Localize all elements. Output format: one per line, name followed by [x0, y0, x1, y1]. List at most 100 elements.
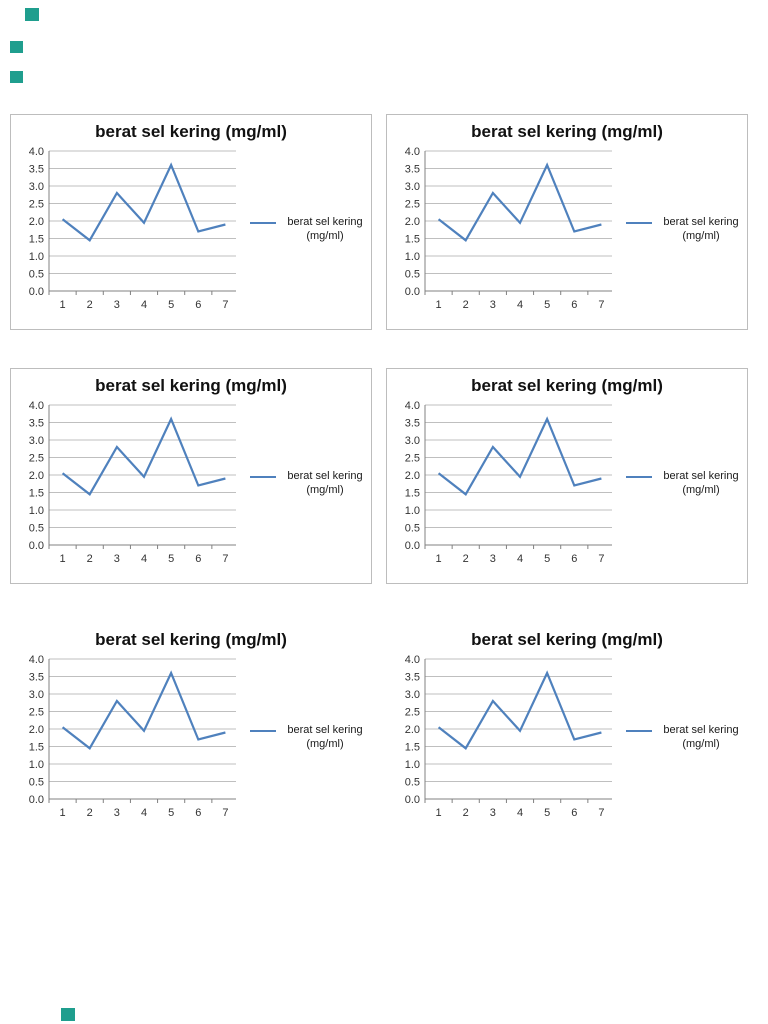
- svg-text:0.0: 0.0: [29, 794, 44, 806]
- svg-text:1: 1: [60, 553, 66, 565]
- svg-text:0.0: 0.0: [29, 286, 44, 298]
- svg-text:7: 7: [598, 299, 604, 311]
- svg-text:2: 2: [463, 807, 469, 819]
- chart-title: berat sel kering (mg/ml): [95, 122, 287, 141]
- svg-text:1.5: 1.5: [405, 488, 420, 500]
- chart-title: berat sel kering (mg/ml): [471, 630, 663, 649]
- svg-text:0.0: 0.0: [29, 540, 44, 552]
- svg-text:1: 1: [60, 299, 66, 311]
- svg-text:1.0: 1.0: [29, 505, 44, 517]
- legend-label: berat sel kering (mg/ml): [287, 724, 363, 750]
- svg-text:5: 5: [544, 807, 550, 819]
- svg-text:3: 3: [490, 553, 496, 565]
- chart-body: 4.0 3.5 3.0 2.5 2.0 1.5 1.0 0.5 0.0 1 2 3 4 5 6 7 berat…: [387, 145, 747, 325]
- svg-text:0.0: 0.0: [405, 540, 420, 552]
- legend-line-marker: [250, 730, 276, 732]
- legend: berat sel kering (mg/ml): [250, 469, 371, 497]
- legend: berat sel kering (mg/ml): [626, 215, 747, 243]
- svg-text:1.5: 1.5: [29, 742, 44, 754]
- svg-text:7: 7: [598, 553, 604, 565]
- svg-text:1: 1: [436, 807, 442, 819]
- svg-text:2: 2: [463, 553, 469, 565]
- svg-text:0.5: 0.5: [29, 777, 44, 789]
- svg-text:3.0: 3.0: [29, 181, 44, 193]
- legend: berat sel kering (mg/ml): [626, 723, 747, 751]
- svg-text:4: 4: [141, 299, 147, 311]
- svg-text:3.5: 3.5: [29, 418, 44, 430]
- svg-text:1: 1: [436, 553, 442, 565]
- plot-area: 4.0 3.5 3.0 2.5 2.0 1.5 1.0 0.5 0.0 1 2 3 4 5 6 7: [405, 654, 612, 819]
- svg-text:7: 7: [222, 807, 228, 819]
- svg-text:3.5: 3.5: [405, 164, 420, 176]
- svg-text:2: 2: [87, 807, 93, 819]
- chart-body: 4.0 3.5 3.0 2.5 2.0 1.5 1.0 0.5 0.0 1 2 3 4 5 6 7 berat…: [387, 653, 747, 833]
- line-chart-card: berat sel kering (mg/ml) 4.0 3.5 3.0 2.5 2.0…: [10, 368, 372, 584]
- legend-label: berat sel kering (mg/ml): [287, 470, 363, 496]
- svg-text:2.0: 2.0: [405, 216, 420, 228]
- svg-text:1.0: 1.0: [29, 759, 44, 771]
- plot-area: 4.0 3.5 3.0 2.5 2.0 1.5 1.0 0.5 0.0 1 2 3 4 5 6 7: [405, 400, 612, 565]
- chart-title: berat sel kering (mg/ml): [95, 376, 287, 395]
- svg-text:0.5: 0.5: [405, 523, 420, 535]
- svg-text:3.0: 3.0: [405, 181, 420, 193]
- svg-text:2.0: 2.0: [29, 724, 44, 736]
- svg-text:5: 5: [544, 299, 550, 311]
- svg-text:2.5: 2.5: [405, 453, 420, 465]
- legend-label: berat sel kering (mg/ml): [663, 216, 739, 242]
- line-chart-card: berat sel kering (mg/ml) 4.0 3.5 3.0 2.5 2.0…: [10, 622, 372, 838]
- svg-text:4.0: 4.0: [29, 146, 44, 158]
- svg-text:4.0: 4.0: [405, 400, 420, 412]
- svg-text:1: 1: [60, 807, 66, 819]
- svg-text:2.0: 2.0: [405, 724, 420, 736]
- svg-text:1.0: 1.0: [405, 251, 420, 263]
- svg-text:2.0: 2.0: [29, 470, 44, 482]
- svg-text:4.0: 4.0: [29, 400, 44, 412]
- svg-text:1.0: 1.0: [29, 251, 44, 263]
- svg-text:3.0: 3.0: [29, 435, 44, 447]
- svg-text:4: 4: [141, 807, 147, 819]
- chart-title: berat sel kering (mg/ml): [471, 122, 663, 141]
- svg-text:4.0: 4.0: [29, 654, 44, 666]
- svg-text:6: 6: [571, 807, 577, 819]
- legend-label: berat sel kering (mg/ml): [663, 470, 739, 496]
- svg-text:2: 2: [87, 553, 93, 565]
- svg-text:0.5: 0.5: [29, 523, 44, 535]
- svg-text:7: 7: [222, 299, 228, 311]
- line-chart-card: berat sel kering (mg/ml) 4.0 3.5 3.0 2.5 2.0…: [386, 368, 748, 584]
- svg-text:4: 4: [517, 299, 523, 311]
- svg-text:2.5: 2.5: [405, 199, 420, 211]
- svg-text:0.5: 0.5: [405, 777, 420, 789]
- teal-marker-icon: [10, 41, 23, 53]
- chart-body: 4.0 3.5 3.0 2.5 2.0 1.5 1.0 0.5 0.0 1 2 3 4 5 6 7 berat…: [11, 399, 371, 579]
- svg-text:2: 2: [463, 299, 469, 311]
- chart-title: berat sel kering (mg/ml): [95, 630, 287, 649]
- svg-text:2.0: 2.0: [29, 216, 44, 228]
- svg-text:3: 3: [114, 553, 120, 565]
- svg-text:3.0: 3.0: [29, 689, 44, 701]
- svg-text:2.0: 2.0: [405, 470, 420, 482]
- svg-text:1.5: 1.5: [405, 742, 420, 754]
- svg-text:0.5: 0.5: [29, 269, 44, 281]
- svg-text:4: 4: [141, 553, 147, 565]
- teal-marker-icon: [25, 8, 39, 21]
- legend-line-marker: [250, 476, 276, 478]
- legend: berat sel kering (mg/ml): [626, 469, 747, 497]
- svg-text:6: 6: [195, 553, 201, 565]
- svg-text:3.0: 3.0: [405, 435, 420, 447]
- svg-text:5: 5: [168, 553, 174, 565]
- svg-text:3.0: 3.0: [405, 689, 420, 701]
- legend: berat sel kering (mg/ml): [250, 723, 371, 751]
- legend-line-marker: [626, 476, 652, 478]
- svg-text:1: 1: [436, 299, 442, 311]
- svg-text:1.0: 1.0: [405, 505, 420, 517]
- plot-area: 4.0 3.5 3.0 2.5 2.0 1.5 1.0 0.5 0.0 1 2 3 4 5 6 7: [29, 400, 236, 565]
- svg-text:1.5: 1.5: [405, 234, 420, 246]
- svg-text:1.5: 1.5: [29, 488, 44, 500]
- svg-text:2: 2: [87, 299, 93, 311]
- svg-text:4.0: 4.0: [405, 146, 420, 158]
- charts-grid: berat sel kering (mg/ml) 4.0 3.5 3.0 2.5 2.0…: [10, 114, 758, 838]
- line-chart-card: berat sel kering (mg/ml) 4.0 3.5 3.0 2.5 2.0…: [386, 114, 748, 330]
- svg-text:4.0: 4.0: [405, 654, 420, 666]
- svg-text:3: 3: [114, 299, 120, 311]
- svg-text:6: 6: [571, 553, 577, 565]
